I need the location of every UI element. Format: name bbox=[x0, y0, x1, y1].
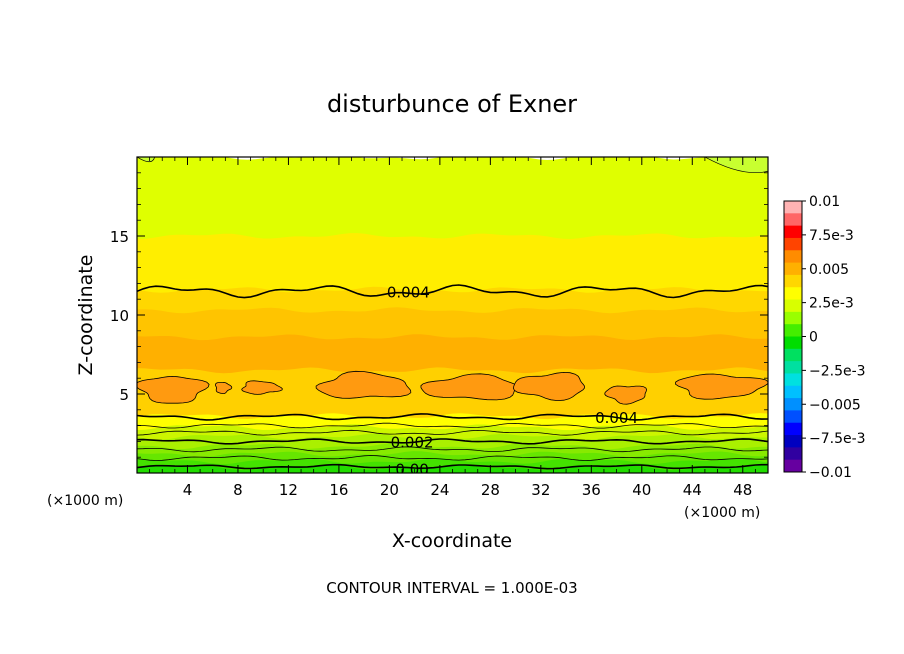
plot-area: 0.004 0.004 0.002 0.00 bbox=[137, 157, 768, 478]
field-bands bbox=[137, 157, 768, 473]
colorbar-swatch bbox=[784, 373, 802, 387]
colorbar-swatch bbox=[784, 287, 802, 301]
chart-title: disturbunce of Exner bbox=[327, 90, 577, 118]
contour-line bbox=[137, 438, 768, 445]
x-tick-label: 32 bbox=[531, 481, 550, 499]
x-tick-label: 16 bbox=[329, 481, 348, 499]
colorbar-labels: 0.01 7.5e-3 0.005 2.5e-3 0 −2.5e-3 −0.005 −7.5e… bbox=[802, 194, 866, 481]
colorbar bbox=[783, 200, 803, 473]
colorbar-swatch bbox=[784, 274, 802, 288]
high-value-patches bbox=[137, 370, 768, 405]
x-tick-label: 40 bbox=[632, 481, 651, 499]
field-band bbox=[137, 464, 768, 473]
y-axis-ticks: 5 10 15 bbox=[110, 172, 768, 458]
x-tick-label: 24 bbox=[430, 481, 449, 499]
x-tick-label: 12 bbox=[279, 481, 298, 499]
x-tick-label: 48 bbox=[733, 481, 752, 499]
colorbar-label: 0.01 bbox=[809, 194, 840, 210]
contour-labels: 0.004 0.004 0.002 0.00 bbox=[387, 283, 638, 478]
colorbar-swatch bbox=[784, 324, 802, 337]
contour-line bbox=[137, 413, 768, 421]
colorbar-swatch bbox=[784, 435, 802, 448]
x-tick-label: 44 bbox=[683, 481, 702, 499]
high-value-patch bbox=[604, 385, 648, 405]
colorbar-label: 0 bbox=[809, 330, 818, 346]
colorbar-swatch bbox=[784, 237, 802, 251]
colorbar-swatch bbox=[784, 225, 802, 239]
y-axis-label: Z-coordinate bbox=[75, 255, 97, 376]
x-tick-label: 4 bbox=[183, 481, 193, 499]
x-axis-label: X-coordinate bbox=[392, 530, 512, 552]
contour-line bbox=[137, 422, 768, 429]
high-value-patch bbox=[137, 375, 210, 404]
high-value-patch bbox=[241, 380, 283, 395]
colorbar-label: 0.005 bbox=[809, 262, 849, 278]
colorbar-swatch bbox=[784, 201, 802, 214]
y-tick-label: 10 bbox=[110, 307, 129, 325]
y-tick-label: 15 bbox=[110, 228, 129, 246]
colorbar-label: 2.5e-3 bbox=[809, 296, 854, 312]
contour-interval-note: CONTOUR INTERVAL = 1.000E-03 bbox=[326, 579, 577, 597]
colorbar-swatch bbox=[784, 459, 802, 473]
high-value-patch bbox=[315, 370, 412, 399]
colorbar-swatch bbox=[784, 311, 802, 325]
high-value-patch bbox=[512, 371, 585, 402]
colorbar-label: 7.5e-3 bbox=[809, 228, 854, 244]
x-tick-label: 20 bbox=[380, 481, 399, 499]
colorbar-label: −7.5e-3 bbox=[809, 431, 866, 447]
contour-line bbox=[137, 446, 768, 453]
colorbar-swatch bbox=[784, 213, 802, 227]
colorbar-swatch bbox=[784, 422, 802, 436]
contour-label: 0.00 bbox=[395, 460, 428, 478]
high-value-patch bbox=[675, 373, 768, 400]
colorbar-label: −2.5e-3 bbox=[809, 363, 866, 379]
x-axis-ticks: 4 8 12 16 20 24 28 32 36 40 44 48 bbox=[149, 157, 756, 499]
x-unit-left: (×1000 m) bbox=[47, 493, 123, 509]
x-tick-label: 8 bbox=[233, 481, 243, 499]
colorbar-swatch bbox=[784, 398, 802, 411]
contour-label: 0.004 bbox=[595, 409, 638, 427]
contour-line bbox=[137, 463, 768, 470]
x-unit-right: (×1000 m) bbox=[684, 505, 760, 521]
colorbar-swatch bbox=[784, 262, 802, 276]
y-tick-label: 5 bbox=[119, 386, 129, 404]
colorbar-swatch bbox=[784, 299, 802, 313]
colorbar-label: −0.005 bbox=[809, 397, 861, 413]
colorbar-swatch bbox=[784, 410, 802, 424]
colorbar-swatch bbox=[784, 361, 802, 374]
x-tick-label: 28 bbox=[481, 481, 500, 499]
contour-line bbox=[137, 284, 768, 299]
contour-label: 0.002 bbox=[391, 433, 434, 451]
colorbar-swatch bbox=[784, 336, 802, 350]
contour-label: 0.004 bbox=[387, 283, 430, 301]
high-value-patch bbox=[214, 382, 233, 394]
colorbar-swatch bbox=[784, 250, 802, 264]
colorbar-swatch bbox=[784, 447, 802, 461]
colorbar-swatch bbox=[784, 348, 802, 362]
contour-line bbox=[137, 429, 768, 436]
colorbar-swatch bbox=[784, 385, 802, 399]
colorbar-label: −0.01 bbox=[809, 465, 852, 481]
high-value-patch bbox=[420, 373, 518, 401]
x-tick-label: 36 bbox=[582, 481, 601, 499]
contour-line bbox=[137, 455, 768, 461]
contour-lines bbox=[137, 284, 768, 470]
